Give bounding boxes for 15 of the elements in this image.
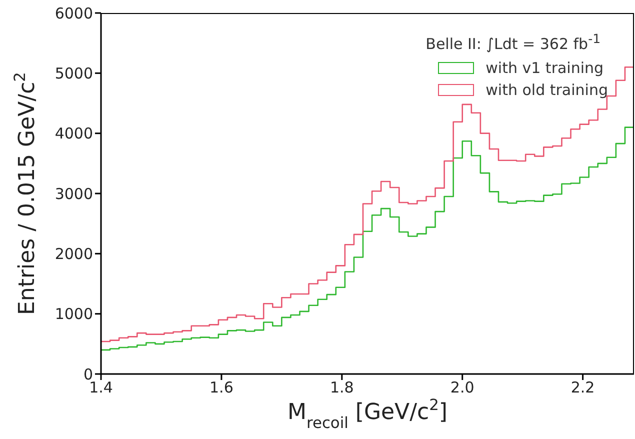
- x-tick-label: 1.8: [330, 378, 354, 397]
- x-axis-title: M$_{recoil}$ [GeV/c$^{2}$]: [288, 396, 448, 432]
- x-tick-label: 2.2: [570, 378, 595, 397]
- x-tick-label: 2.0: [450, 378, 474, 397]
- legend-title: Belle II: ∫Ldt = 362 fb$^{-1}$: [426, 31, 601, 53]
- y-tick-label: 4000: [54, 124, 93, 143]
- y-tick-label: 1000: [54, 305, 93, 324]
- x-tick-label: 1.6: [210, 378, 234, 397]
- y-tick-label: 2000: [54, 244, 93, 263]
- legend-label: with old training: [486, 81, 608, 99]
- y-tick-label: 5000: [54, 64, 93, 82]
- y-tick-label: 6000: [54, 4, 93, 22]
- x-tick-label: 1.4: [89, 378, 113, 397]
- y-tick-label: 3000: [54, 184, 93, 203]
- legend-label: with v1 training: [486, 59, 604, 77]
